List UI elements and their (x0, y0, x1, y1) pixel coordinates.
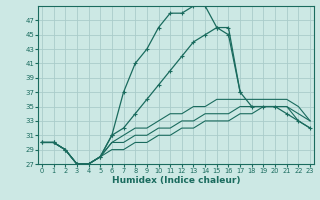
X-axis label: Humidex (Indice chaleur): Humidex (Indice chaleur) (112, 176, 240, 185)
